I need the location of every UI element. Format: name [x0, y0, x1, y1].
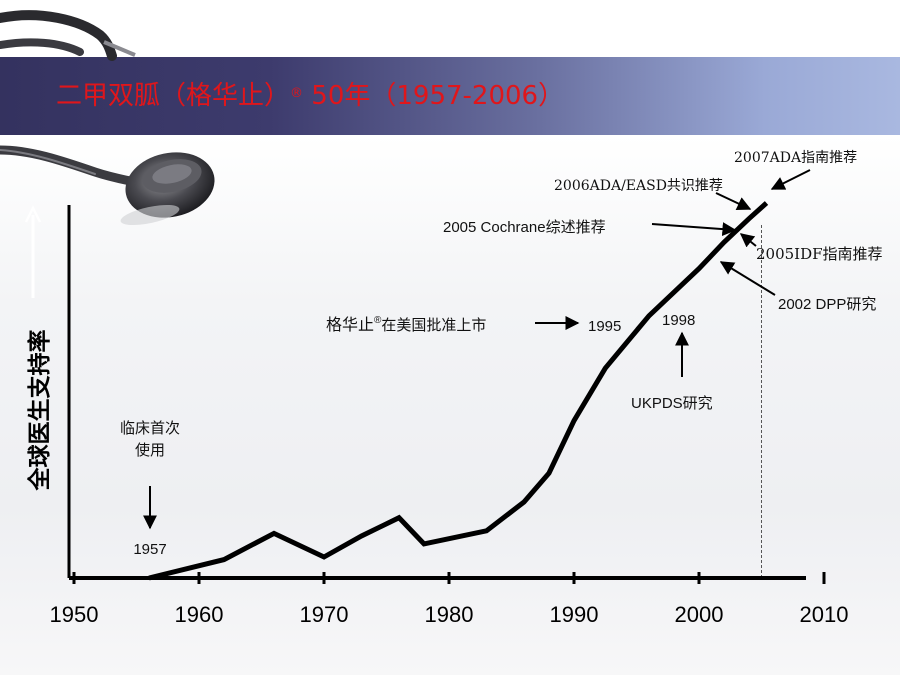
y-axis-arrow-icon — [24, 205, 42, 223]
annotation-easd-label: 2006ADA/EASD共识推荐 — [554, 178, 723, 194]
x-tick-label-2010: 2010 — [800, 602, 849, 627]
title-rest: 50年（1957-2006） — [303, 81, 565, 111]
x-tick-label-1990: 1990 — [550, 602, 599, 627]
annotation-first-use-year: 1957 — [133, 541, 166, 558]
registered-mark: ® — [290, 86, 304, 101]
y-axis-label: 全球医生支持率 — [26, 330, 52, 492]
annotation-easd-arrow — [715, 192, 752, 210]
annotation-ada-label: 2007ADA指南推荐 — [734, 150, 857, 166]
annotation-approval-name: 格华止 — [326, 316, 374, 334]
title-main: 二甲双胍（格华止） — [56, 81, 291, 111]
annotation-first-use-line2: 使用 — [135, 441, 165, 459]
annotation-ukpds-label: UKPDS研究 — [631, 395, 713, 412]
x-tick-labels: 1950 1960 1970 1980 1990 2000 2010 — [50, 602, 849, 627]
x-tick-label-1960: 1960 — [175, 602, 224, 627]
annotation-cochrane-label: 2005 Cochrane综述推荐 — [443, 219, 606, 236]
slide-title: 二甲双胍（格华止）® 50年（1957-2006） — [56, 80, 564, 112]
annotation-dpp-label: 2002 DPP研究 — [778, 296, 876, 313]
annotation-ada-arrow — [770, 169, 811, 190]
x-tick-label-1970: 1970 — [300, 602, 349, 627]
x-tick-label-2000: 2000 — [675, 602, 724, 627]
x-tick-label-1950: 1950 — [50, 602, 99, 627]
annotation-idf-label: 2005IDF指南推荐 — [756, 245, 883, 263]
annotation-cochrane-arrow — [651, 222, 737, 237]
annotation-approval-rest: 在美国批准上市 — [381, 316, 486, 334]
annotation-approval-year: 1995 — [588, 318, 621, 335]
x-ticks — [72, 572, 826, 584]
annotation-first-use-line1: 临床首次 — [120, 419, 180, 437]
annotation-approval-mark: ® — [374, 315, 382, 326]
title-bar — [0, 57, 900, 135]
annotation-idf-arrow — [739, 233, 757, 248]
annotation-dpp-arrow — [719, 261, 776, 296]
x-tick-label-1980: 1980 — [425, 602, 474, 627]
annotation-ukpds-year: 1998 — [662, 312, 695, 329]
annotation-approval-label: 格华止®在美国批准上市 — [326, 315, 486, 334]
series-line — [148, 201, 769, 581]
